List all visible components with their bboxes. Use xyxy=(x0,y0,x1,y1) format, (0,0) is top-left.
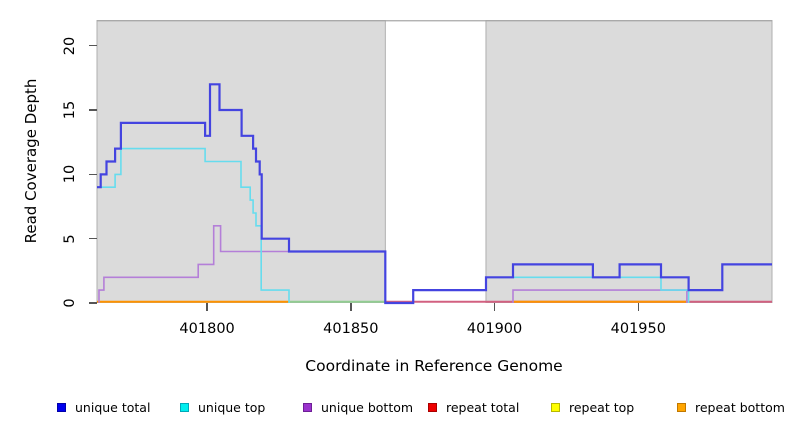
legend-swatch-icon xyxy=(677,403,686,412)
y-tick-mark xyxy=(89,109,97,111)
legend-label: repeat bottom xyxy=(695,400,785,415)
legend-swatch-icon xyxy=(180,403,189,412)
y-tick-mark xyxy=(89,237,97,240)
y-tick-mark xyxy=(89,302,97,304)
x-tick-mark xyxy=(493,303,496,311)
legend-swatch-icon xyxy=(551,403,560,412)
legend-label: repeat total xyxy=(446,400,520,415)
legend-label: unique top xyxy=(198,400,266,415)
series-line-unique-bottom xyxy=(512,289,688,303)
y-tick-label: 20 xyxy=(62,36,78,55)
y-tick-mark xyxy=(89,173,97,176)
x-tick-label: 401900 xyxy=(466,321,523,337)
y-axis-title: Read Coverage Depth xyxy=(22,78,40,244)
y-tick-label: 10 xyxy=(62,165,78,184)
x-tick-mark xyxy=(350,303,352,311)
legend-label: unique total xyxy=(75,400,151,415)
legend-swatch-icon xyxy=(57,403,66,412)
y-tick-mark xyxy=(89,44,97,47)
y-tick-label: 15 xyxy=(62,100,78,120)
x-tick-mark xyxy=(206,303,208,311)
series-line-unique-bottom xyxy=(98,225,387,303)
legend: unique total unique top unique bottom repea… xyxy=(0,398,792,424)
legend-swatch-icon xyxy=(428,403,437,412)
legend-swatch-icon xyxy=(303,403,312,412)
x-tick-mark xyxy=(637,303,640,311)
legend-label: repeat top xyxy=(569,400,635,415)
x-tick-label: 401850 xyxy=(323,321,379,337)
x-axis-title: Coordinate in Reference Genome xyxy=(305,357,563,375)
x-tick-label: 401800 xyxy=(179,321,235,337)
series-line-unique-total xyxy=(97,83,772,305)
y-tick-label: 0 xyxy=(62,298,78,308)
y-tick-label: 5 xyxy=(62,234,78,244)
plot-area xyxy=(96,20,773,305)
x-tick-label: 401950 xyxy=(610,321,666,337)
legend-label: unique bottom xyxy=(321,400,414,415)
shaded-right-repeat-region xyxy=(485,20,773,303)
